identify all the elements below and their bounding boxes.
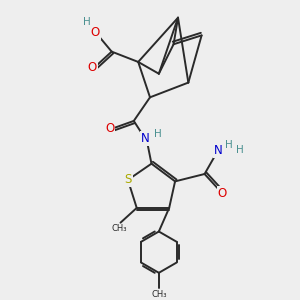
Text: O: O [218, 187, 227, 200]
Text: S: S [124, 173, 132, 186]
Text: O: O [88, 61, 97, 74]
Text: O: O [91, 26, 100, 39]
Text: O: O [105, 122, 114, 135]
Text: N: N [214, 144, 222, 157]
Text: H: H [236, 146, 244, 155]
Text: H: H [154, 129, 162, 139]
Text: CH₃: CH₃ [151, 290, 166, 299]
Text: H: H [225, 140, 232, 150]
Text: CH₃: CH₃ [111, 224, 127, 233]
Text: N: N [141, 132, 150, 145]
Text: H: H [83, 16, 91, 26]
